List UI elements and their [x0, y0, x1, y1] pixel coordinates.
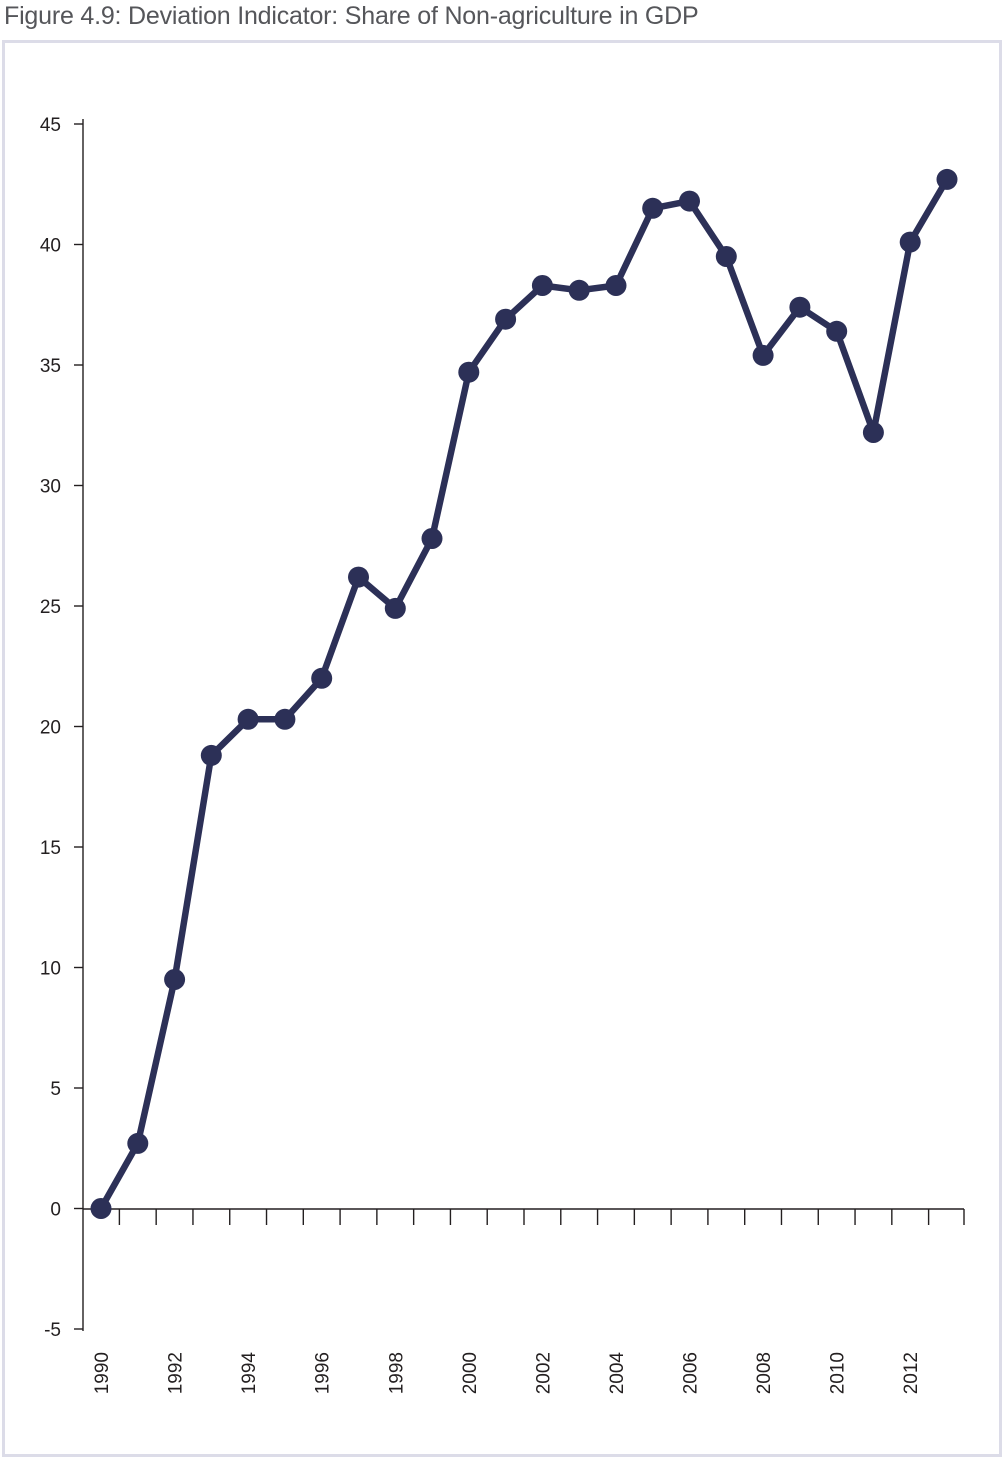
data-point	[90, 1198, 112, 1219]
y-tick-label: 45	[40, 115, 61, 136]
data-point	[826, 320, 848, 342]
x-tick-label: 2006	[681, 1352, 702, 1394]
x-tick-label: 2004	[607, 1352, 628, 1395]
data-point	[311, 667, 333, 689]
x-tick-label: 2012	[901, 1352, 922, 1394]
x-tick-label: 1994	[239, 1352, 260, 1395]
data-point	[384, 597, 406, 619]
data-point	[715, 246, 737, 267]
y-tick-label: 5	[50, 1079, 61, 1100]
data-point	[936, 168, 958, 190]
data-point	[164, 969, 186, 990]
y-tick-label: 15	[40, 838, 61, 859]
data-point	[200, 744, 222, 766]
data-point	[421, 528, 443, 549]
y-tick-label: 25	[40, 597, 61, 618]
data-point	[237, 708, 259, 730]
x-tick-label: 2000	[460, 1352, 481, 1394]
y-tick-label: -5	[44, 1320, 61, 1341]
x-tick-label: 2002	[533, 1352, 554, 1394]
x-tick-label: 2008	[754, 1352, 775, 1394]
data-point	[568, 279, 590, 301]
figure-title: Figure 4.9: Deviation Indicator: Share o…	[4, 2, 699, 30]
data-point	[605, 275, 627, 296]
data-point	[531, 275, 553, 296]
data-point	[495, 308, 517, 330]
chart-frame	[2, 40, 1002, 1457]
y-tick-label: 40	[40, 236, 61, 257]
data-point	[789, 296, 811, 318]
y-tick-label: 35	[40, 356, 61, 377]
x-tick-label: 1990	[92, 1352, 113, 1394]
data-point	[274, 708, 296, 730]
x-tick-label: 1996	[313, 1352, 334, 1394]
y-tick-label: 30	[40, 477, 61, 498]
data-point	[679, 190, 700, 212]
data-point	[127, 1132, 149, 1154]
data-point	[899, 231, 921, 253]
y-tick-label: 0	[50, 1200, 61, 1221]
data-point	[642, 197, 664, 219]
data-point	[752, 344, 774, 366]
y-tick-label: 20	[40, 718, 61, 739]
data-point	[862, 422, 884, 443]
y-tick-label: 10	[40, 959, 61, 980]
data-point	[458, 361, 480, 383]
data-point	[348, 566, 369, 588]
x-tick-label: 2010	[828, 1352, 849, 1394]
x-tick-label: 1998	[386, 1352, 407, 1394]
series-line	[97, 176, 951, 1212]
x-tick-label: 1992	[166, 1352, 187, 1394]
